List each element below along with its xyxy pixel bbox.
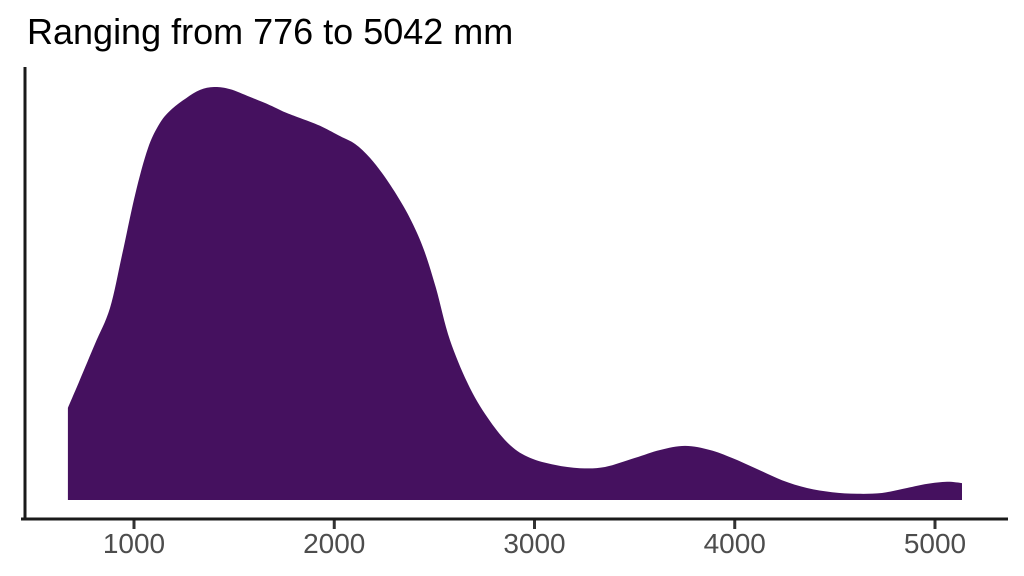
x-tick-label: 2000 xyxy=(303,528,365,559)
x-tick-label: 5000 xyxy=(904,528,966,559)
chart-title: Ranging from 776 to 5042 mm xyxy=(27,11,514,52)
x-tick-label: 3000 xyxy=(503,528,565,559)
x-tick-label: 4000 xyxy=(704,528,766,559)
density-area xyxy=(67,86,962,501)
x-tick-label: 1000 xyxy=(103,528,165,559)
